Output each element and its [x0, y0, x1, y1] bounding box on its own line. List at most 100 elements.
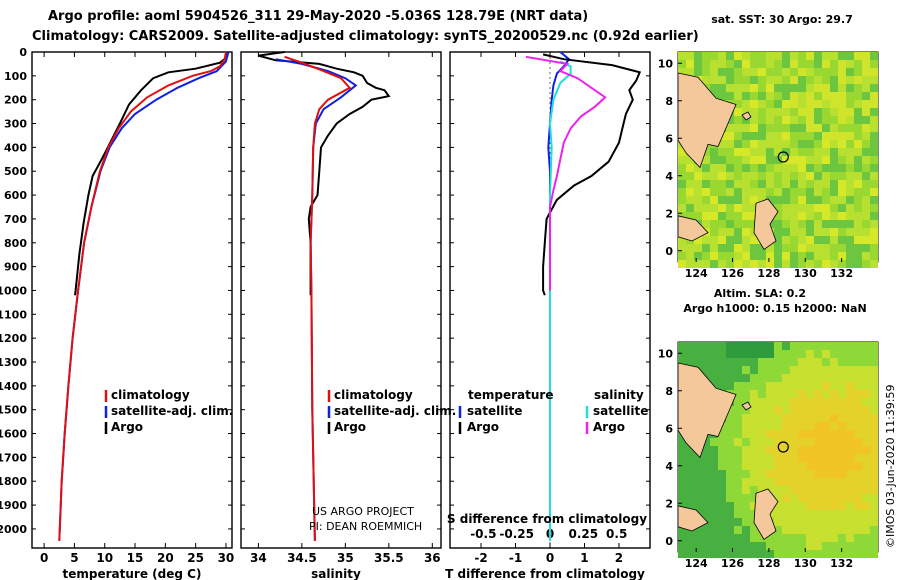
map-cell — [702, 542, 710, 550]
map-cell — [750, 502, 758, 510]
x-tick-label: 34.5 — [287, 551, 317, 565]
map-cell — [758, 140, 766, 148]
map-cell — [814, 252, 822, 260]
map-cell — [822, 228, 830, 236]
map-cell — [726, 172, 734, 180]
map-cell — [798, 478, 806, 486]
map-cell — [782, 502, 790, 510]
map-cell — [846, 366, 854, 374]
map-cell — [814, 204, 822, 212]
credit-timestamp: ©IMOS 03-Jun-2020 11:39:59 — [884, 384, 897, 548]
map-cell — [758, 84, 766, 92]
map-cell — [782, 60, 790, 68]
legend-argo: Argo — [334, 420, 366, 434]
map-cell — [726, 212, 734, 220]
map-cell — [710, 374, 718, 382]
map-cell — [838, 462, 846, 470]
map-cell — [782, 108, 790, 116]
map-cell — [790, 252, 798, 260]
map-cell — [838, 220, 846, 228]
map-cell — [814, 550, 822, 558]
map-cell — [814, 60, 822, 68]
map-cell — [862, 438, 870, 446]
map-cell — [798, 108, 806, 116]
map-cell — [774, 140, 782, 148]
map-cell — [758, 350, 766, 358]
x-tick-label: 35.5 — [374, 551, 404, 565]
map-cell — [782, 382, 790, 390]
map-cell — [862, 204, 870, 212]
map-cell — [702, 438, 710, 446]
map-cell — [774, 494, 782, 502]
x-tick-label: -1 — [509, 551, 522, 565]
map-cell — [782, 494, 790, 502]
map-cell — [734, 148, 742, 156]
map-cell — [774, 454, 782, 462]
map-cell — [686, 204, 694, 212]
map-cell — [734, 180, 742, 188]
map-cell — [790, 244, 798, 252]
map-cell — [854, 76, 862, 84]
map-cell — [710, 212, 718, 220]
map-cell — [742, 60, 750, 68]
map-cell — [742, 422, 750, 430]
map-cell — [710, 542, 718, 550]
map-cell — [854, 84, 862, 92]
map-cell — [710, 358, 718, 366]
map-cell — [854, 454, 862, 462]
map-cell — [838, 454, 846, 462]
map-cell — [870, 382, 878, 390]
depth-tick-label: 200 — [4, 94, 27, 107]
map-cell — [734, 462, 742, 470]
map-cell — [758, 244, 766, 252]
map-cell — [854, 358, 862, 366]
map-cell — [830, 526, 838, 534]
map-cell — [854, 526, 862, 534]
map-cell — [678, 350, 686, 358]
altim-map-title-1: Altim. SLA: 0.2 — [714, 287, 806, 300]
map-cell — [782, 518, 790, 526]
map-cell — [814, 486, 822, 494]
map-cell — [822, 68, 830, 76]
map-cell — [726, 422, 734, 430]
map-cell — [862, 454, 870, 462]
map-cell — [854, 156, 862, 164]
map-cell — [798, 358, 806, 366]
map-cell — [806, 502, 814, 510]
legend-satellite-adj: satellite-adj. clim. — [111, 404, 233, 418]
map-cell — [734, 422, 742, 430]
map-cell — [814, 438, 822, 446]
map-cell — [838, 398, 846, 406]
map-y-tick-label: 10 — [658, 57, 674, 70]
depth-tick-label: 1100 — [0, 308, 27, 321]
map-cell — [734, 156, 742, 164]
map-cell — [718, 486, 726, 494]
map-cell — [846, 470, 854, 478]
map-cell — [806, 406, 814, 414]
map-cell — [806, 526, 814, 534]
map-cell — [822, 180, 830, 188]
map-cell — [790, 124, 798, 132]
map-cell — [854, 510, 862, 518]
map-cell — [766, 422, 774, 430]
map-cell — [830, 244, 838, 252]
map-cell — [846, 438, 854, 446]
map-cell — [830, 374, 838, 382]
map-cell — [846, 518, 854, 526]
map-cell — [686, 486, 694, 494]
map-cell — [782, 342, 790, 350]
map-cell — [862, 244, 870, 252]
map-cell — [758, 446, 766, 454]
map-cell — [854, 108, 862, 116]
depth-tick-label: 900 — [4, 261, 27, 274]
map-cell — [718, 196, 726, 204]
map-cell — [758, 60, 766, 68]
map-cell — [854, 164, 862, 172]
map-cell — [806, 180, 814, 188]
map-cell — [814, 430, 822, 438]
map-cell — [758, 92, 766, 100]
map-cell — [750, 406, 758, 414]
map-y-tick-label: 4 — [665, 460, 673, 473]
map-cell — [702, 260, 710, 268]
map-cell — [734, 164, 742, 172]
